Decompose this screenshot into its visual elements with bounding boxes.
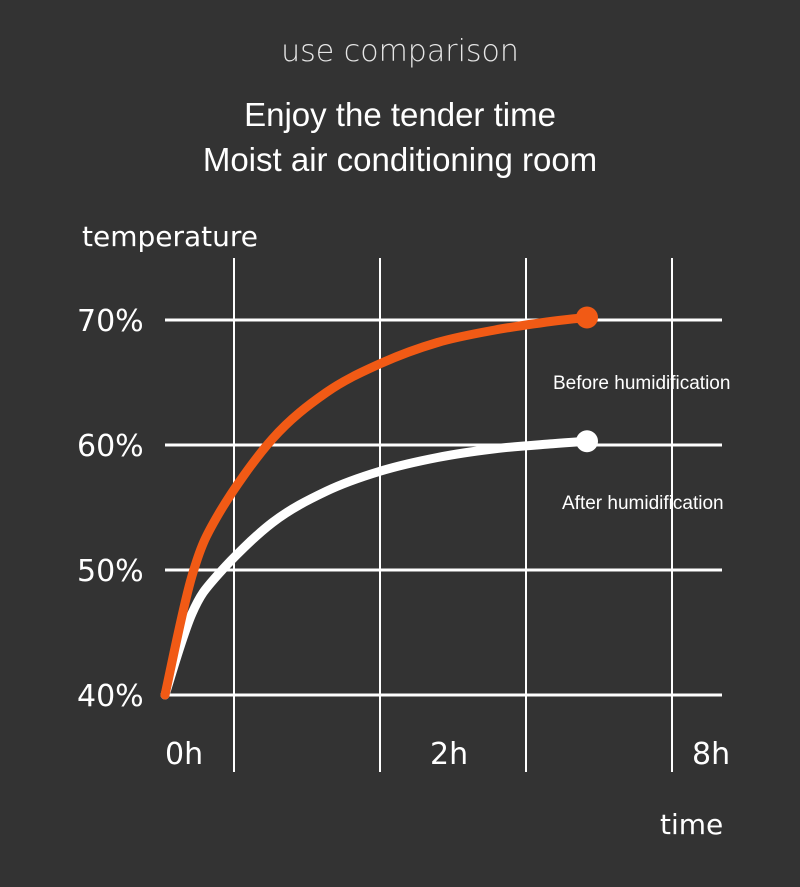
series-line-before (160, 313, 592, 700)
y-axis-label: temperature (82, 220, 258, 253)
series-end-point-after (576, 430, 598, 453)
grid (165, 258, 722, 772)
series-line-after (160, 436, 592, 700)
y-tick-label: 70% (77, 304, 144, 339)
x-tick-label: 2h (430, 737, 468, 772)
y-tick-label: 60% (77, 429, 144, 464)
ticks: 40% 50% 60% 70% 0h 2h 8h (77, 304, 730, 772)
series-end-point-before (576, 306, 598, 329)
series-label-before: Before humidification (553, 373, 730, 394)
y-tick-label: 40% (77, 679, 144, 714)
chart-title-line-1: Enjoy the tender time (244, 96, 556, 133)
x-tick-label: 0h (165, 737, 203, 772)
x-tick-label: 8h (692, 737, 730, 772)
series-group: After humidification Before humidificatio… (160, 306, 730, 700)
chart-title-line-2: Moist air conditioning room (202, 141, 598, 178)
x-axis-label: time (660, 808, 723, 841)
series-label-after: After humidification (562, 493, 724, 514)
y-tick-label: 50% (77, 554, 144, 589)
chart-subtitle: use comparison (281, 34, 519, 69)
